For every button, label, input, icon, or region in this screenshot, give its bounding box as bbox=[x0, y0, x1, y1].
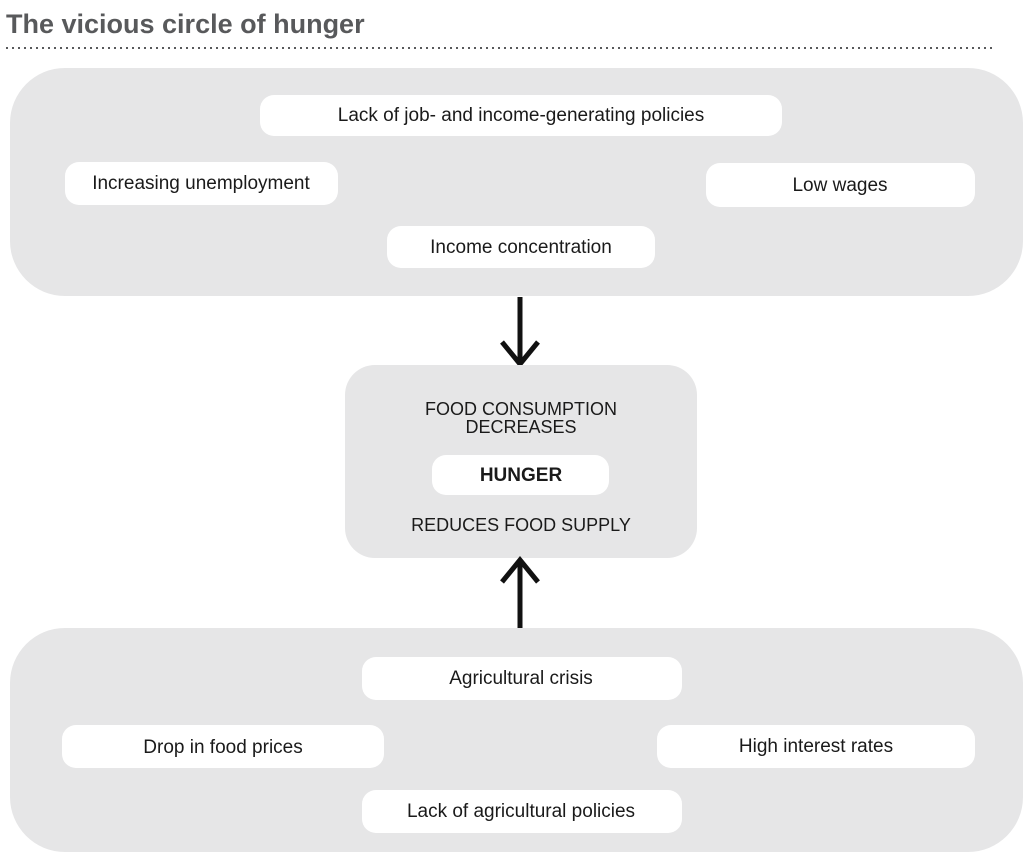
pill bbox=[65, 162, 338, 205]
cause-label: Agricultural crisis bbox=[449, 668, 593, 689]
arrow-down bbox=[500, 297, 540, 368]
cause-label: Lack of agricultural policies bbox=[407, 801, 635, 822]
pill bbox=[706, 163, 975, 207]
pill bbox=[362, 657, 682, 700]
pill bbox=[362, 790, 682, 833]
cause-label: Lack of job- and income-generating polic… bbox=[338, 105, 705, 126]
cause-label: Drop in food prices bbox=[143, 737, 302, 758]
center-text: FOOD CONSUMPTION bbox=[425, 399, 617, 419]
bottom-group bbox=[10, 628, 1023, 852]
pill bbox=[260, 95, 782, 136]
cause-label: High interest rates bbox=[739, 736, 893, 757]
cause-label: Income concentration bbox=[430, 237, 612, 258]
center-text: REDUCES FOOD SUPPLY bbox=[411, 515, 631, 535]
arrow-up bbox=[500, 556, 540, 628]
center-label: HUNGER bbox=[480, 465, 563, 486]
pill bbox=[432, 455, 609, 495]
pill bbox=[62, 725, 384, 768]
pill bbox=[657, 725, 975, 768]
cause-label: Increasing unemployment bbox=[92, 173, 310, 194]
cause-label: Low wages bbox=[792, 175, 887, 196]
center-text: DECREASES bbox=[465, 417, 576, 437]
title: The vicious circle of hunger bbox=[6, 9, 365, 39]
pill bbox=[387, 226, 655, 268]
